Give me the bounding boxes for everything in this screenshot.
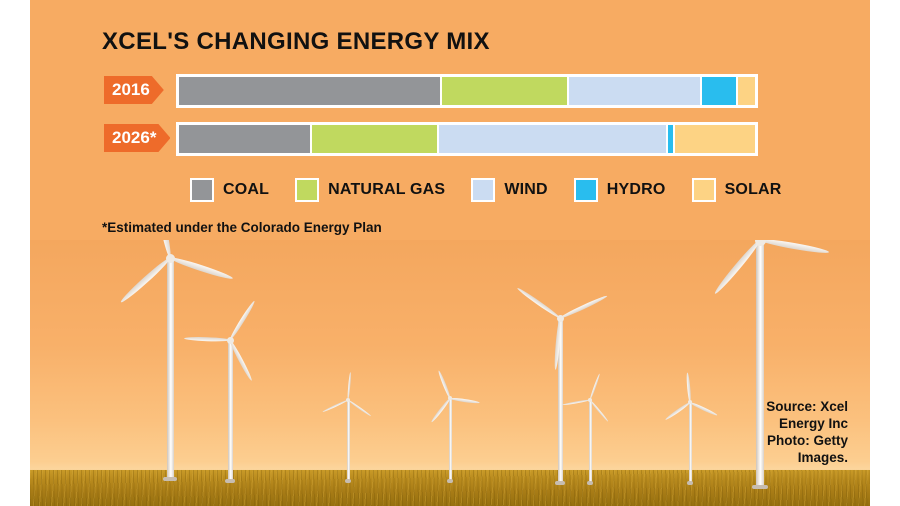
turbine-base: [225, 479, 235, 483]
legend-label: COAL: [223, 181, 270, 198]
year-badge: 2026*: [104, 124, 170, 152]
legend-item-coal: COAL: [190, 178, 269, 202]
legend-label: WIND: [504, 181, 548, 198]
turbine-mast: [756, 240, 764, 488]
legend-swatch-hydro: [573, 178, 598, 202]
bar-segment-coal: [179, 77, 441, 105]
turbine-base: [447, 479, 453, 483]
turbine-mast: [588, 400, 592, 484]
turbine-base: [345, 479, 351, 483]
year-badge: 2016: [104, 76, 164, 104]
stacked-bar: [176, 122, 758, 156]
bar-segment-natural-gas: [311, 125, 437, 153]
bar-segment-coal: [179, 125, 310, 153]
infographic-panel: XCEL'S CHANGING ENERGY MIX 2016 2026* COA…: [30, 0, 870, 506]
legend-label: SOLAR: [724, 181, 782, 198]
legend-item-wind: WIND: [471, 178, 548, 202]
legend-swatch-wind: [471, 178, 496, 202]
bar-segment-wind: [569, 77, 700, 105]
legend-swatch-natural_gas: [295, 178, 320, 202]
turbine-mast: [557, 318, 563, 484]
turbine-base: [687, 481, 693, 485]
bar-segment-hydro: [701, 77, 736, 105]
legend-label: NATURAL GAS: [328, 181, 446, 198]
turbine-hub: [556, 314, 564, 322]
legend-item-natural_gas: NATURAL GAS: [295, 178, 445, 202]
bar-segment-hydro: [667, 125, 674, 153]
bar-segment-natural-gas: [442, 77, 568, 105]
bar-segment-solar: [737, 77, 755, 105]
turbine-hub: [688, 400, 692, 404]
turbine-base: [587, 481, 593, 485]
source-attribution: Source: Xcel Energy Inc Photo: Getty Images…: [728, 398, 848, 466]
turbine-base: [752, 485, 768, 489]
turbine-mast: [448, 398, 452, 482]
bar-segment-wind: [438, 125, 666, 153]
turbine-base: [555, 481, 565, 485]
page-title: XCEL'S CHANGING ENERGY MIX: [102, 28, 490, 55]
turbine-hub: [448, 396, 452, 400]
turbine-hub: [346, 398, 350, 402]
legend-swatch-coal: [190, 178, 214, 202]
turbine-mast: [688, 402, 692, 484]
footnote: *Estimated under the Colorado Energy Pla…: [102, 220, 382, 235]
source-line: Source: Xcel: [766, 399, 848, 414]
legend-swatch-solar: [691, 178, 716, 202]
source-line: Photo: Getty: [767, 433, 848, 448]
wind-turbine-photo: [30, 240, 870, 506]
turbine-hub: [226, 336, 234, 344]
legend-label: HYDRO: [606, 181, 666, 198]
source-line: Images.: [797, 450, 848, 465]
turbine-hub: [588, 398, 592, 402]
turbine-hub: [165, 253, 175, 263]
turbine-mast: [227, 340, 233, 482]
legend-item-solar: SOLAR: [691, 178, 782, 202]
chart-legend: COAL NATURAL GAS WIND HYDRO SOLAR: [190, 178, 808, 202]
turbine-mast: [166, 258, 174, 480]
turbine-mast: [346, 400, 350, 482]
turbine-base: [163, 477, 177, 481]
bar-segment-solar: [675, 125, 755, 153]
source-line: Energy Inc: [778, 416, 848, 431]
turbine-hub: [754, 240, 766, 246]
stacked-bar: [176, 74, 758, 108]
legend-item-hydro: HYDRO: [573, 178, 666, 202]
